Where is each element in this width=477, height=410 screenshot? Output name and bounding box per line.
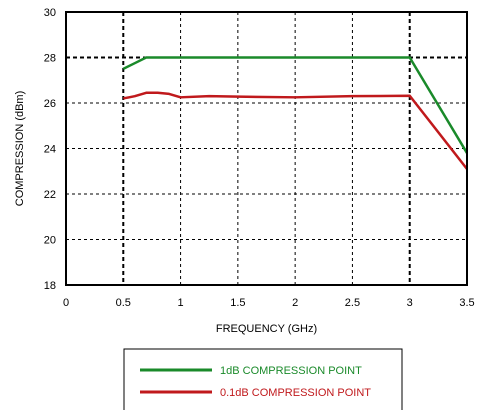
- legend-label-0-1db: 0.1dB COMPRESSION POINT: [220, 387, 371, 399]
- y-tick-label: 18: [44, 280, 56, 292]
- y-tick-label: 24: [44, 144, 56, 156]
- plot-frame: [65, 11, 468, 286]
- x-axis-title: FREQUENCY (GHz): [216, 323, 317, 335]
- series-lines: [122, 56, 469, 170]
- legend-label-1db: 1dB COMPRESSION POINT: [220, 365, 362, 377]
- tick-labels: 0 0.5 1 1.5 2 2.5 3 3.5 18 20 22 24 26 28 30: [44, 7, 475, 309]
- y-axis-title: COMPRESSION (dBm): [14, 91, 26, 207]
- legend-box: [123, 348, 403, 410]
- y-tick-label: 26: [44, 98, 56, 110]
- x-tick-label: 1: [178, 297, 184, 309]
- legend: 1dB COMPRESSION POINT 0.1dB COMPRESSION …: [123, 348, 403, 410]
- x-tick-label: 2.5: [345, 297, 360, 309]
- x-tick-label: 0: [63, 297, 69, 309]
- x-tick-label: 1.5: [230, 297, 245, 309]
- series-line-0-1db: [123, 91, 468, 170]
- series-line-1db: [122, 56, 469, 154]
- x-tick-label: 0.5: [116, 297, 131, 309]
- x-tick-label: 3: [407, 297, 413, 309]
- y-tick-label: 30: [44, 7, 56, 19]
- y-tick-label: 22: [44, 189, 56, 201]
- x-tick-label: 2: [292, 297, 298, 309]
- y-tick-label: 28: [44, 53, 56, 65]
- x-tick-label: 3.5: [459, 297, 474, 309]
- y-tick-label: 20: [44, 235, 56, 247]
- grid: [66, 12, 467, 285]
